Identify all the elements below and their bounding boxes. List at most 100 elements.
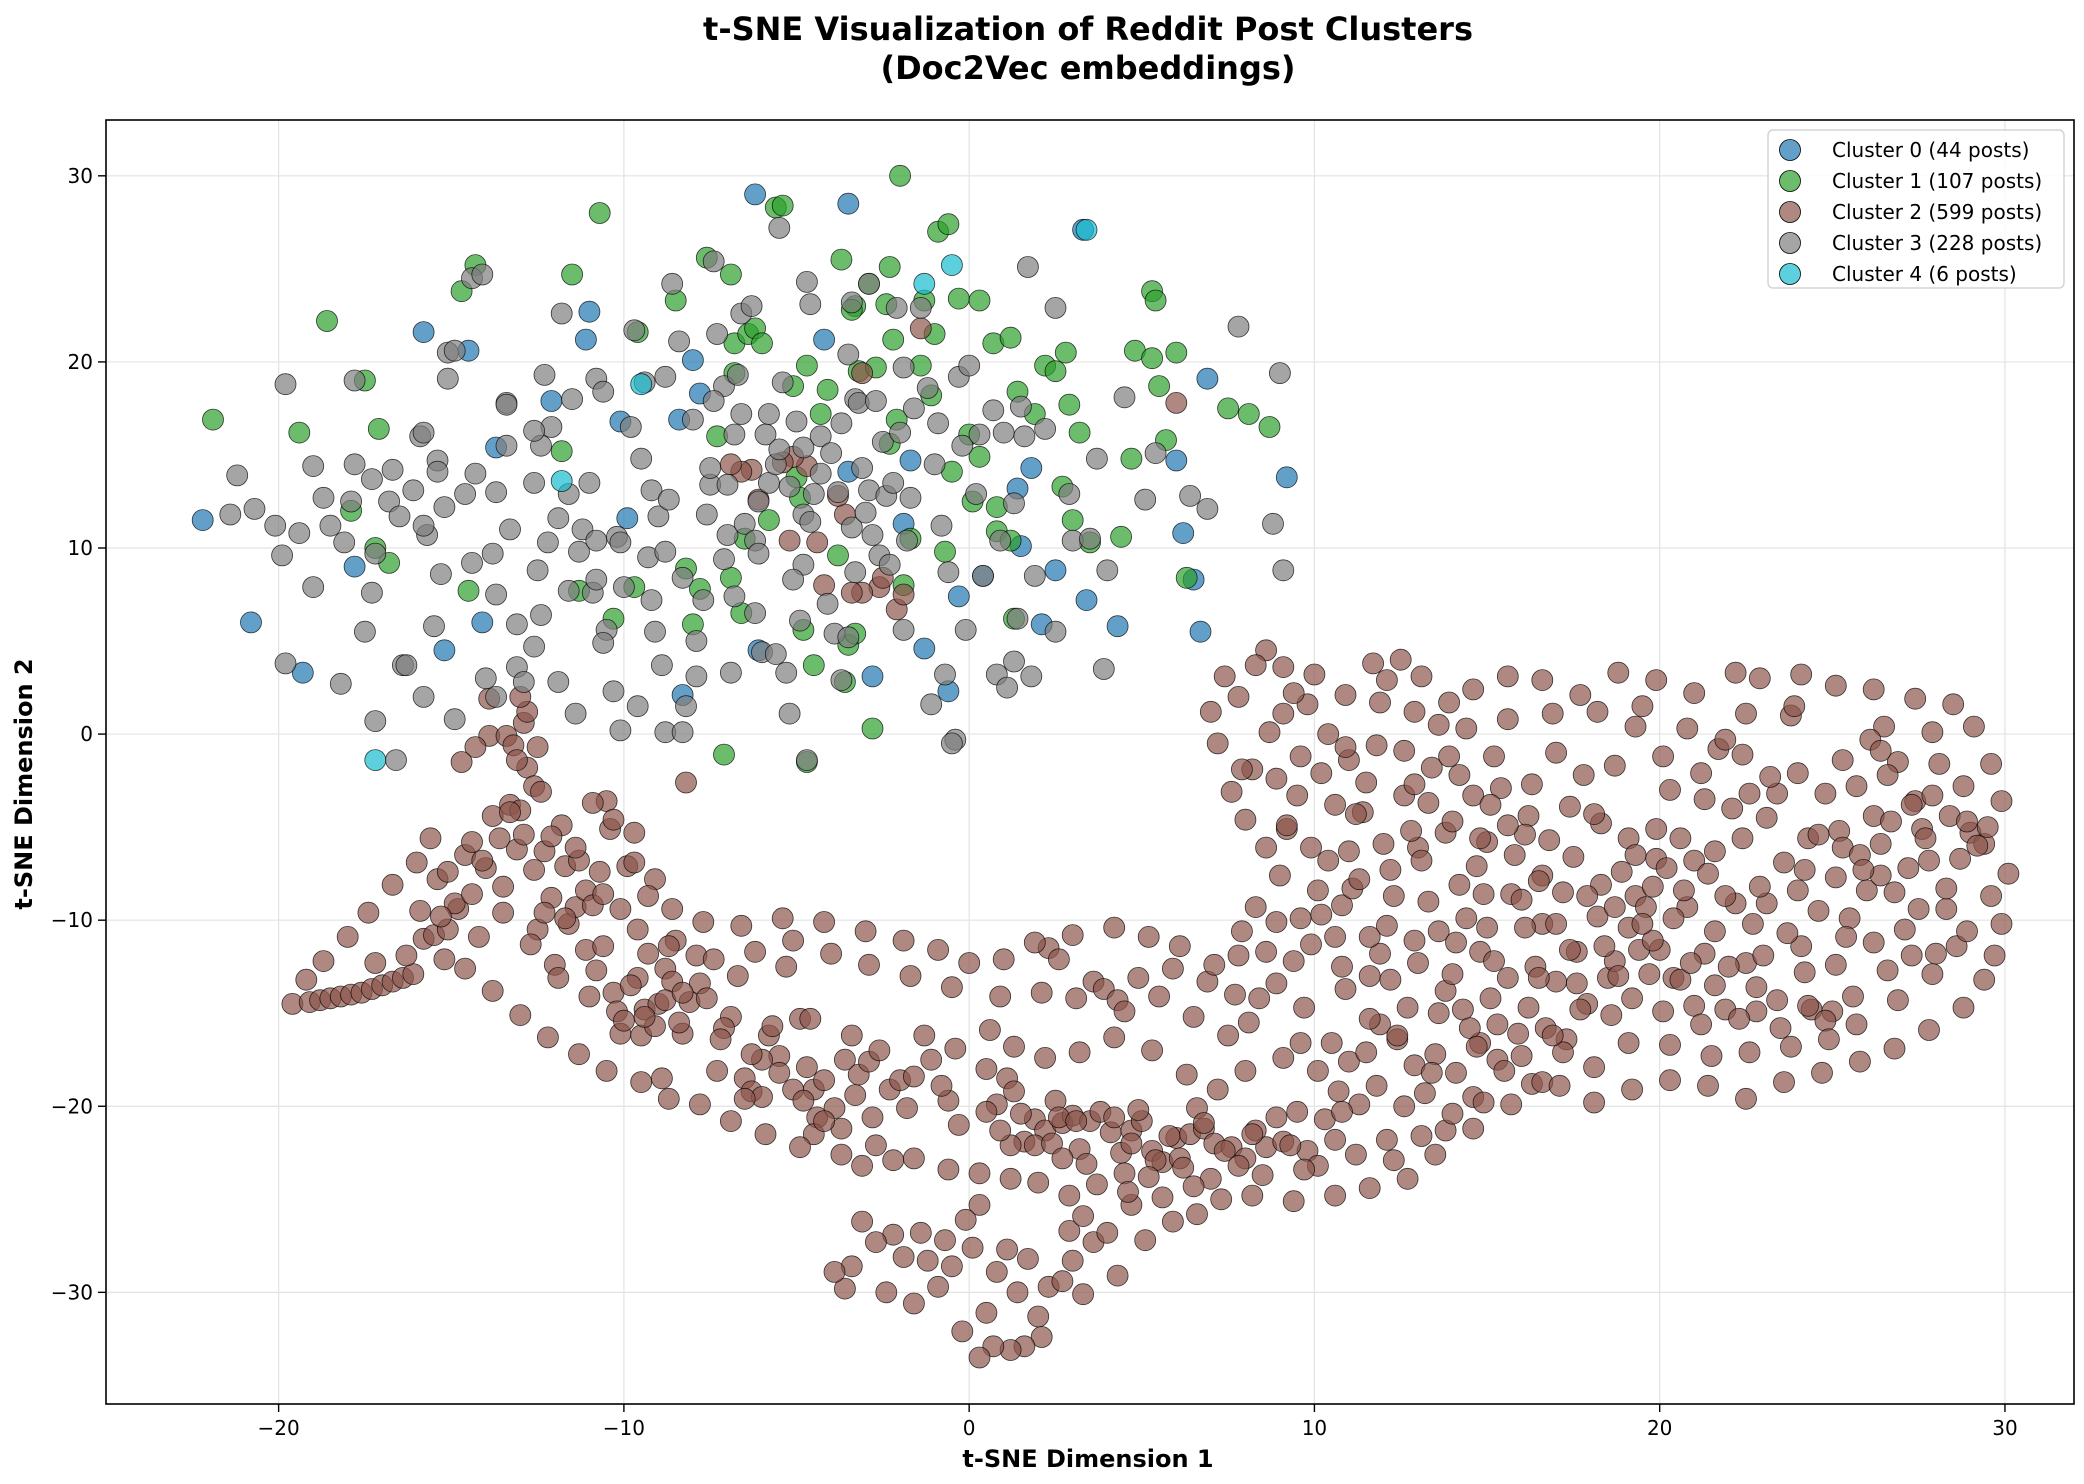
cluster-2-point (1041, 1132, 1063, 1155)
cluster-2-point (1324, 926, 1346, 948)
cluster-3-point (1023, 565, 1046, 587)
cluster-2-point (944, 1037, 967, 1060)
cluster-2-point (1003, 1035, 1025, 1058)
cluster-2-point (937, 1158, 960, 1181)
cluster-0-point (1275, 466, 1298, 489)
cluster-3-point (996, 676, 1018, 699)
cluster-2-point (1310, 903, 1333, 926)
cluster-1-point (816, 378, 839, 401)
cluster-3-point (771, 371, 794, 394)
cluster-2-point (1683, 682, 1706, 704)
cluster-2-point (1455, 717, 1478, 740)
cluster-3-point (557, 579, 580, 602)
cluster-2-point (1213, 665, 1236, 688)
cluster-2-point (488, 827, 511, 850)
cluster-3-point (972, 565, 994, 587)
cluster-2-point (1935, 898, 1958, 920)
cluster-2-point (1966, 834, 1989, 857)
cluster-2-point (1565, 972, 1588, 995)
cluster-3-point (288, 522, 311, 544)
cluster-2-point (1831, 749, 1854, 771)
cluster-2-point (975, 1100, 998, 1123)
cluster-2-point (1106, 1264, 1129, 1287)
cluster-2-point (1559, 795, 1581, 818)
cluster-2-point (689, 1093, 711, 1116)
cluster-2-point (1258, 721, 1281, 744)
cluster-2-point (1914, 827, 1937, 850)
cluster-2-point (1103, 916, 1126, 939)
cluster-2-point (1217, 1024, 1239, 1047)
cluster-2-point (1158, 1125, 1181, 1147)
cluster-2-point (1690, 1013, 1712, 1036)
cluster-2-point (1303, 663, 1326, 686)
cluster-2-point (436, 860, 459, 883)
cluster-2-point (1286, 1100, 1309, 1123)
cluster-2-point (1842, 985, 1864, 1008)
cluster-3-point (329, 672, 352, 695)
cluster-3-point (219, 503, 242, 526)
cluster-3-point (840, 291, 863, 314)
cluster-3-point (685, 665, 708, 688)
cluster-2-point (840, 1024, 863, 1047)
cluster-3-point (443, 339, 466, 362)
cluster-2-point (1320, 1032, 1343, 1054)
cluster-3-point (937, 561, 960, 584)
cluster-2-point (1410, 849, 1433, 872)
cluster-2-point (1738, 1041, 1761, 1064)
cluster-3-point (816, 592, 839, 615)
cluster-3-point (954, 619, 977, 641)
cluster-2-point (920, 1048, 943, 1071)
cluster-1-point (809, 403, 832, 425)
cluster-2-point (1376, 914, 1398, 937)
cluster-3-point (385, 749, 407, 771)
cluster-3-point (837, 343, 860, 366)
cluster-2-point (1638, 963, 1661, 985)
cluster-2-point (903, 1292, 925, 1315)
cluster-3-point (934, 663, 956, 686)
cluster-2-point (1231, 758, 1253, 781)
cluster-2-point (1441, 810, 1464, 833)
cluster-3-point (506, 613, 528, 636)
cluster-3-point (827, 481, 849, 504)
cluster-2-point (637, 942, 659, 965)
cluster-2-point (1776, 922, 1799, 945)
cluster-2-point (875, 1281, 898, 1304)
cluster-3-point (726, 363, 749, 386)
cluster-2-point (1379, 859, 1402, 881)
cluster-2-point (1562, 846, 1585, 868)
cluster-2-point (1255, 940, 1277, 963)
cluster-2-point (796, 1056, 818, 1079)
cluster-2-point (581, 792, 604, 814)
cluster-2-point (1507, 1022, 1529, 1045)
cluster-3-point (433, 496, 456, 519)
cluster-2-point (1880, 810, 1902, 833)
cluster-2-point (1182, 1175, 1205, 1198)
cluster-3-point (343, 453, 366, 476)
cluster-3-point (264, 514, 287, 537)
cluster-3-point (671, 721, 694, 744)
cluster-2-point (1358, 926, 1381, 948)
cluster-4-point (941, 254, 963, 277)
cluster-2-point (1061, 924, 1084, 946)
cluster-3-point (471, 263, 494, 286)
cluster-2-point (1148, 985, 1170, 1008)
cluster-2-point (1807, 900, 1830, 922)
cluster-2-point (1120, 1132, 1143, 1155)
cluster-2-point (1210, 1188, 1233, 1211)
legend-marker-cluster-3 (1779, 232, 1801, 254)
cluster-2-point (909, 317, 932, 340)
cluster-2-point (1331, 894, 1353, 917)
cluster-3-point (820, 442, 842, 465)
cluster-2-point (1490, 777, 1512, 799)
cluster-2-point (1027, 1305, 1050, 1328)
cluster-2-point (1517, 996, 1540, 1019)
cluster-2-point (927, 1275, 949, 1298)
cluster-2-point (892, 583, 915, 606)
cluster-3-point (782, 568, 804, 591)
cluster-3-point (968, 423, 991, 446)
cluster-2-point (1172, 1156, 1195, 1179)
cluster-2-point (1255, 836, 1277, 859)
cluster-2-point (523, 859, 545, 881)
cluster-3-point (865, 390, 887, 412)
cluster-3-point (461, 552, 483, 574)
